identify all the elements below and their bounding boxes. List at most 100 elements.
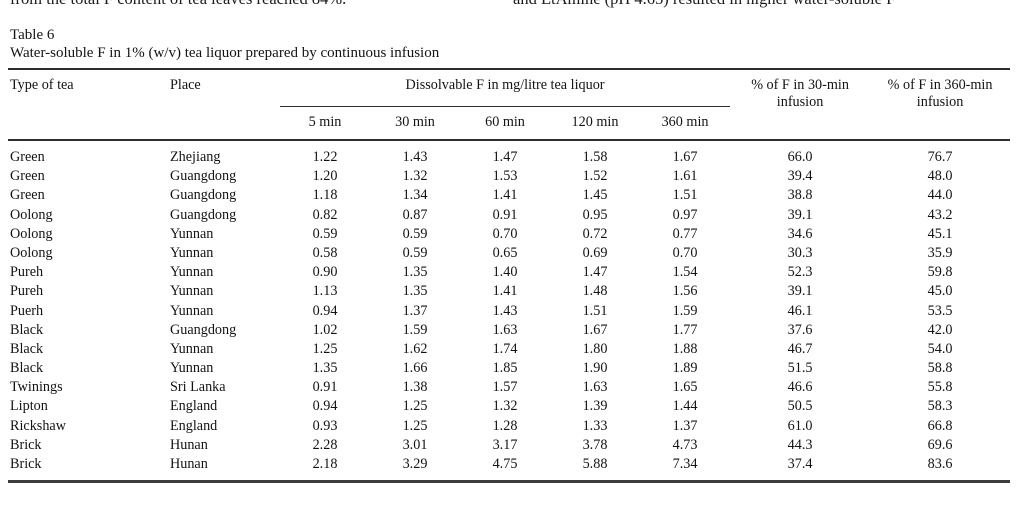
- cell-f-120min: 1.48: [582, 283, 608, 300]
- pct-30min-line2: infusion: [776, 94, 824, 110]
- cell-pct-360min: 66.8: [927, 417, 953, 434]
- cell-pct-30min: 44.3: [787, 436, 813, 453]
- cell-f-5min: 0.94: [312, 302, 338, 319]
- table-row: Oolong Yunnan 0.58 0.59 0.65 0.69 0.70 3…: [8, 243, 1010, 262]
- cell-f-120min: 1.80: [582, 340, 608, 357]
- table-row: Rickshaw England 0.93 1.25 1.28 1.33 1.3…: [8, 416, 1010, 435]
- cell-type-of-tea: Pureh: [10, 283, 44, 300]
- cell-f-120min: 3.78: [582, 436, 608, 453]
- table-row: Oolong Yunnan 0.59 0.59 0.70 0.72 0.77 3…: [8, 224, 1010, 243]
- cell-f-30min: 1.34: [402, 187, 428, 204]
- cell-pct-30min: 46.1: [787, 302, 813, 319]
- cell-f-30min: 3.29: [402, 456, 428, 472]
- cell-f-120min: 1.33: [582, 417, 608, 434]
- cell-pct-360min: 45.0: [927, 283, 953, 300]
- cell-pct-360min: 76.7: [927, 149, 953, 165]
- cell-pct-30min: 39.1: [787, 283, 813, 300]
- cell-place: Sri Lanka: [170, 379, 226, 396]
- cell-f-360min: 1.61: [672, 168, 698, 185]
- cell-f-60min: 1.85: [492, 360, 518, 377]
- cell-place: Zhejiang: [170, 149, 221, 165]
- cell-type-of-tea: Rickshaw: [10, 417, 66, 434]
- table-row: Green Guangdong 1.20 1.32 1.53 1.52 1.61…: [8, 167, 1010, 186]
- cell-f-5min: 0.90: [312, 264, 338, 281]
- cell-pct-30min: 51.5: [787, 360, 813, 377]
- cell-place: Hunan: [170, 436, 208, 453]
- cell-type-of-tea: Green: [10, 168, 45, 185]
- table-row: Oolong Guangdong 0.82 0.87 0.91 0.95 0.9…: [8, 205, 1010, 224]
- cell-f-120min: 1.45: [582, 187, 608, 204]
- cell-place: Yunnan: [170, 225, 214, 242]
- cell-f-30min: 3.01: [402, 436, 428, 453]
- cell-f-120min: 1.67: [582, 321, 608, 338]
- cell-f-60min: 1.41: [492, 187, 518, 204]
- cell-pct-360min: 58.3: [927, 398, 953, 415]
- cell-pct-30min: 39.4: [787, 168, 813, 185]
- cell-type-of-tea: Green: [10, 149, 45, 165]
- cell-type-of-tea: Brick: [10, 456, 42, 472]
- cell-f-30min: 1.32: [402, 168, 428, 185]
- table-row: Black Guangdong 1.02 1.59 1.63 1.67 1.77…: [8, 320, 1010, 339]
- clipped-body-text-row: from the total F content of tea leaves r…: [0, 0, 1024, 8]
- cell-f-120min: 1.47: [582, 264, 608, 281]
- table-body: Green Zhejiang 1.22 1.43 1.47 1.58 1.67 …: [8, 140, 1010, 482]
- cell-f-360min: 1.59: [672, 302, 698, 319]
- table-row: Brick Hunan 2.28 3.01 3.17 3.78 4.73 44.…: [8, 435, 1010, 454]
- cell-f-5min: 2.28: [312, 436, 338, 453]
- cell-type-of-tea: Lipton: [10, 398, 48, 415]
- cell-place: Yunnan: [170, 264, 214, 281]
- cell-f-360min: 0.77: [672, 225, 698, 242]
- col-header-pct-360min: % of F in 360-min infusion: [870, 69, 1010, 140]
- cell-place: England: [170, 398, 218, 415]
- col-header-30min: 30 min: [395, 114, 435, 130]
- table-row: Green Guangdong 1.18 1.34 1.41 1.45 1.51…: [8, 186, 1010, 205]
- col-header-type-of-tea: Type of tea: [10, 77, 74, 93]
- cell-f-5min: 1.20: [312, 168, 338, 185]
- cell-f-360min: 1.54: [672, 264, 698, 281]
- col-header-360min: 360 min: [661, 114, 709, 130]
- cell-type-of-tea: Puerh: [10, 302, 44, 319]
- cell-f-360min: 1.77: [672, 321, 698, 338]
- table-label: Table 6: [10, 27, 55, 43]
- cell-pct-30min: 46.6: [787, 379, 813, 396]
- cell-place: Guangdong: [170, 187, 237, 204]
- cell-f-360min: 4.73: [672, 436, 698, 453]
- col-group-header-dissolvable-f: Dissolvable F in mg/litre tea liquor: [280, 69, 731, 107]
- cell-f-360min: 1.88: [672, 340, 698, 357]
- cell-f-30min: 1.37: [402, 302, 428, 319]
- cell-f-30min: 1.59: [402, 321, 428, 338]
- cell-f-60min: 1.32: [492, 398, 518, 415]
- cell-f-120min: 1.52: [582, 168, 608, 185]
- col-header-60min: 60 min: [485, 114, 525, 130]
- cell-f-360min: 1.51: [672, 187, 698, 204]
- cell-f-60min: 0.65: [492, 244, 518, 261]
- tea-fluoride-table: Type of tea Place Dissolvable F in mg/li…: [8, 68, 1011, 483]
- cell-f-60min: 1.47: [492, 149, 518, 165]
- col-header-pct-30min: % of F in 30-min infusion: [730, 69, 870, 140]
- cell-f-5min: 1.22: [312, 149, 338, 165]
- cell-pct-360min: 54.0: [927, 340, 953, 357]
- cell-f-5min: 0.59: [312, 225, 338, 242]
- cell-pct-360min: 45.1: [927, 225, 953, 242]
- cell-pct-360min: 35.9: [927, 244, 953, 261]
- cell-f-60min: 1.28: [492, 417, 518, 434]
- cell-f-60min: 1.41: [492, 283, 518, 300]
- cell-f-120min: 1.63: [582, 379, 608, 396]
- cell-pct-360min: 48.0: [927, 168, 953, 185]
- cell-pct-30min: 52.3: [787, 264, 813, 281]
- cell-pct-30min: 37.6: [787, 321, 813, 338]
- cell-pct-30min: 38.8: [787, 187, 813, 204]
- cell-pct-30min: 39.1: [787, 206, 813, 223]
- cell-f-120min: 5.88: [582, 456, 608, 472]
- cell-f-30min: 1.35: [402, 283, 428, 300]
- cell-f-5min: 2.18: [312, 456, 338, 472]
- cell-f-360min: 1.37: [672, 417, 698, 434]
- cell-place: England: [170, 417, 218, 434]
- cell-place: Yunnan: [170, 302, 214, 319]
- cell-place: Guangdong: [170, 206, 237, 223]
- cell-f-30min: 0.59: [402, 225, 428, 242]
- clipped-text-right-column: and EtAmine (pH 4.65) resulted in higher…: [513, 0, 895, 7]
- cell-place: Guangdong: [170, 168, 237, 185]
- cell-f-120min: 0.95: [582, 206, 608, 223]
